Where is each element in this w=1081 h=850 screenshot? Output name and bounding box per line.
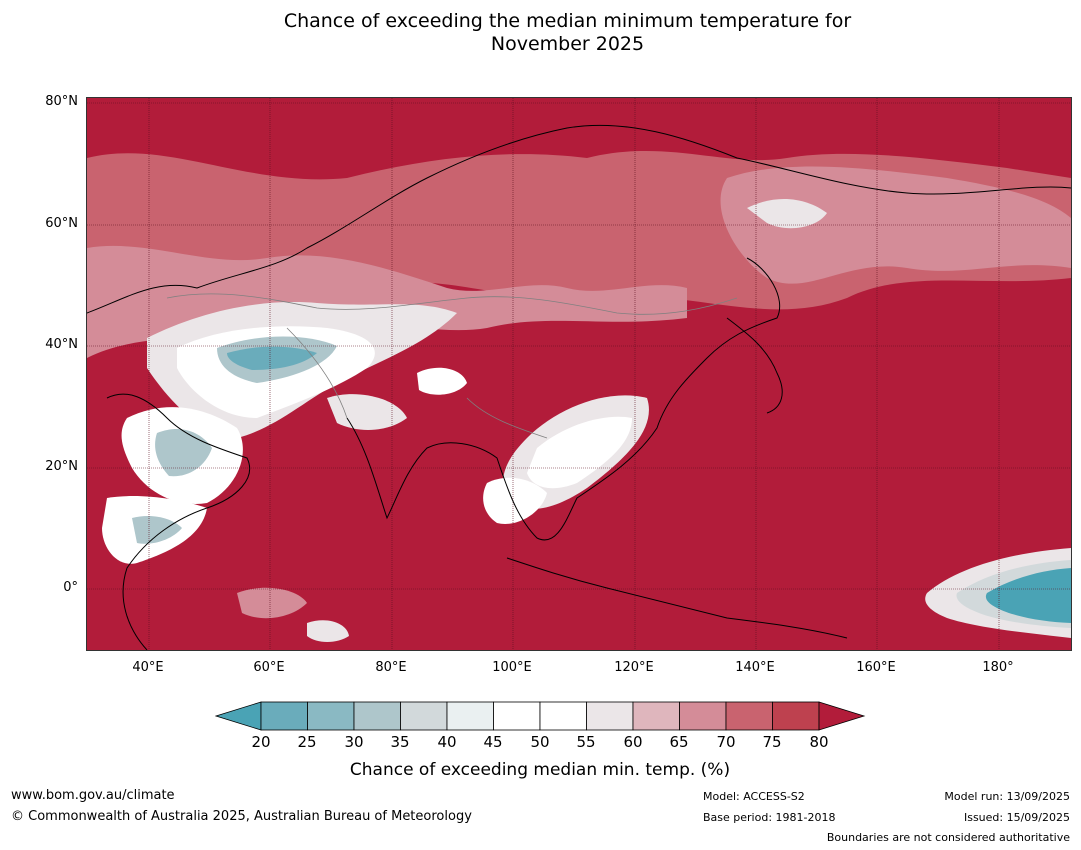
map-title: Chance of exceeding the median minimum t… xyxy=(0,10,1081,56)
colorbar-tick-80: 80 xyxy=(809,733,829,751)
colorbar-tick-20: 20 xyxy=(251,733,271,751)
colorbar-cell xyxy=(260,701,308,731)
y-tick-80n: 80°N xyxy=(45,94,78,109)
contour-55-india xyxy=(327,394,407,430)
colorbar-cell xyxy=(725,701,773,731)
contour-55-indian-ocean xyxy=(307,620,349,642)
map-area xyxy=(86,97,1072,651)
colorbar-tick-65: 65 xyxy=(669,733,689,751)
colorbar-cell xyxy=(632,701,680,731)
colorbar-tick-75: 75 xyxy=(762,733,782,751)
x-tick-60e: 60°E xyxy=(253,660,285,675)
contour-35-arabia xyxy=(155,428,212,477)
colorbar-label: Chance of exceeding median min. temp. (%… xyxy=(349,760,731,780)
x-tick-40e: 40°E xyxy=(132,660,164,675)
y-tick-20n: 20°N xyxy=(45,459,78,474)
colorbar-tick-70: 70 xyxy=(716,733,736,751)
footer-boundaries: Boundaries are not considered authoritat… xyxy=(826,831,1070,844)
contour-20-pacific xyxy=(985,568,1071,623)
colorbar-tick-60: 60 xyxy=(623,733,643,751)
footer-url[interactable]: www.bom.gov.au/climate xyxy=(11,788,175,803)
contour-65-indian-ocean xyxy=(237,587,307,619)
contour-25-central xyxy=(227,346,317,370)
y-tick-0: 0° xyxy=(63,580,78,595)
colorbar-cell xyxy=(586,701,634,731)
borders xyxy=(166,293,738,439)
colorbar-cell xyxy=(539,701,587,731)
x-tick-100e: 100°E xyxy=(492,660,532,675)
x-tick-180: 180° xyxy=(982,660,1014,675)
colorbar-cell xyxy=(772,701,820,731)
colorbar-tick-50: 50 xyxy=(530,733,550,751)
colorbar-extend-high xyxy=(818,701,866,731)
colorbar-cell xyxy=(679,701,727,731)
x-tick-160e: 160°E xyxy=(856,660,896,675)
coastlines xyxy=(87,124,1071,650)
colorbar-cell xyxy=(307,701,355,731)
footer-issued: Issued: 15/09/2025 xyxy=(963,811,1070,824)
colorbar-extend-low xyxy=(215,701,262,731)
contour-50-tibet xyxy=(417,367,467,395)
contour-60-ne xyxy=(747,198,827,229)
colorbar-cell xyxy=(446,701,494,731)
contour-35-africa xyxy=(132,516,182,544)
footer-model: Model: ACCESS-S2 xyxy=(703,790,805,803)
x-tick-140e: 140°E xyxy=(735,660,775,675)
map-gridlines xyxy=(87,98,1071,650)
contour-50-indochina xyxy=(483,477,547,524)
footer-copyright: © Commonwealth of Australia 2025, Austra… xyxy=(11,809,472,824)
colorbar xyxy=(215,701,866,731)
colorbar-tick-45: 45 xyxy=(483,733,503,751)
map-canvas xyxy=(87,98,1071,650)
title-line-2: November 2025 xyxy=(490,33,645,55)
colorbar-tick-25: 25 xyxy=(297,733,317,751)
title-line-1: Chance of exceeding the median minimum t… xyxy=(283,10,852,32)
colorbar-tick-35: 35 xyxy=(390,733,410,751)
footer-base-period: Base period: 1981-2018 xyxy=(703,811,836,824)
y-tick-60n: 60°N xyxy=(45,216,78,231)
contour-50-china xyxy=(527,416,632,489)
colorbar-tick-55: 55 xyxy=(576,733,596,751)
colorbar-tick-30: 30 xyxy=(344,733,364,751)
x-tick-80e: 80°E xyxy=(375,660,407,675)
colorbar-cell xyxy=(400,701,448,731)
colorbar-cell xyxy=(493,701,541,731)
x-tick-120e: 120°E xyxy=(614,660,654,675)
colorbar-tick-40: 40 xyxy=(437,733,457,751)
colorbar-cell xyxy=(353,701,401,731)
y-tick-40n: 40°N xyxy=(45,337,78,352)
footer-model-run: Model run: 13/09/2025 xyxy=(944,790,1070,803)
